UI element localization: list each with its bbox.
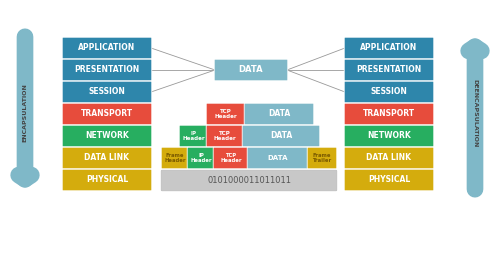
Text: TCP
Header: TCP Header xyxy=(214,109,238,119)
Text: PHYSICAL: PHYSICAL xyxy=(86,176,128,185)
Text: DATA LINK: DATA LINK xyxy=(84,153,130,162)
Text: APPLICATION: APPLICATION xyxy=(360,43,418,53)
FancyBboxPatch shape xyxy=(62,103,152,125)
Text: DATA: DATA xyxy=(270,132,292,140)
FancyBboxPatch shape xyxy=(187,147,215,169)
FancyBboxPatch shape xyxy=(244,103,314,125)
Text: TCP
Header: TCP Header xyxy=(214,131,236,141)
Text: Frame
Header: Frame Header xyxy=(164,153,186,163)
Text: DATA: DATA xyxy=(268,155,288,161)
Text: 0101000011011011: 0101000011011011 xyxy=(207,176,291,185)
FancyBboxPatch shape xyxy=(344,169,434,191)
Text: TRANSPORT: TRANSPORT xyxy=(81,109,133,119)
Text: IP
Header: IP Header xyxy=(182,131,205,141)
Text: IP
Header: IP Header xyxy=(190,153,212,163)
Text: SESSION: SESSION xyxy=(370,88,408,96)
Text: PRESENTATION: PRESENTATION xyxy=(356,66,422,75)
FancyBboxPatch shape xyxy=(62,81,152,103)
FancyBboxPatch shape xyxy=(242,125,320,147)
FancyBboxPatch shape xyxy=(247,147,309,169)
FancyBboxPatch shape xyxy=(344,125,434,147)
FancyBboxPatch shape xyxy=(62,169,152,191)
Text: PHYSICAL: PHYSICAL xyxy=(368,176,410,185)
FancyBboxPatch shape xyxy=(161,147,189,169)
FancyBboxPatch shape xyxy=(206,103,246,125)
Text: TCP
Header: TCP Header xyxy=(220,153,242,163)
Text: SESSION: SESSION xyxy=(88,88,126,96)
Text: DATA: DATA xyxy=(238,66,264,75)
FancyBboxPatch shape xyxy=(62,37,152,59)
Text: NETWORK: NETWORK xyxy=(85,132,129,140)
FancyBboxPatch shape xyxy=(206,125,244,147)
Text: NETWORK: NETWORK xyxy=(367,132,411,140)
FancyBboxPatch shape xyxy=(179,125,208,147)
Text: Frame
Trailer: Frame Trailer xyxy=(312,153,332,163)
FancyBboxPatch shape xyxy=(161,170,337,191)
Text: DATA LINK: DATA LINK xyxy=(366,153,412,162)
Text: PRESENTATION: PRESENTATION xyxy=(74,66,140,75)
Text: TRANSPORT: TRANSPORT xyxy=(363,109,415,119)
FancyBboxPatch shape xyxy=(307,147,337,169)
FancyBboxPatch shape xyxy=(62,147,152,169)
FancyBboxPatch shape xyxy=(344,59,434,81)
FancyBboxPatch shape xyxy=(344,103,434,125)
FancyBboxPatch shape xyxy=(213,147,249,169)
FancyBboxPatch shape xyxy=(214,59,288,81)
Text: DATA: DATA xyxy=(268,109,290,119)
FancyBboxPatch shape xyxy=(62,125,152,147)
FancyBboxPatch shape xyxy=(344,81,434,103)
Text: ENCAPSULATION: ENCAPSULATION xyxy=(22,83,28,142)
Text: APPLICATION: APPLICATION xyxy=(78,43,136,53)
FancyBboxPatch shape xyxy=(344,147,434,169)
Text: DEENCAPSULATION: DEENCAPSULATION xyxy=(472,79,478,147)
FancyBboxPatch shape xyxy=(62,59,152,81)
FancyBboxPatch shape xyxy=(344,37,434,59)
